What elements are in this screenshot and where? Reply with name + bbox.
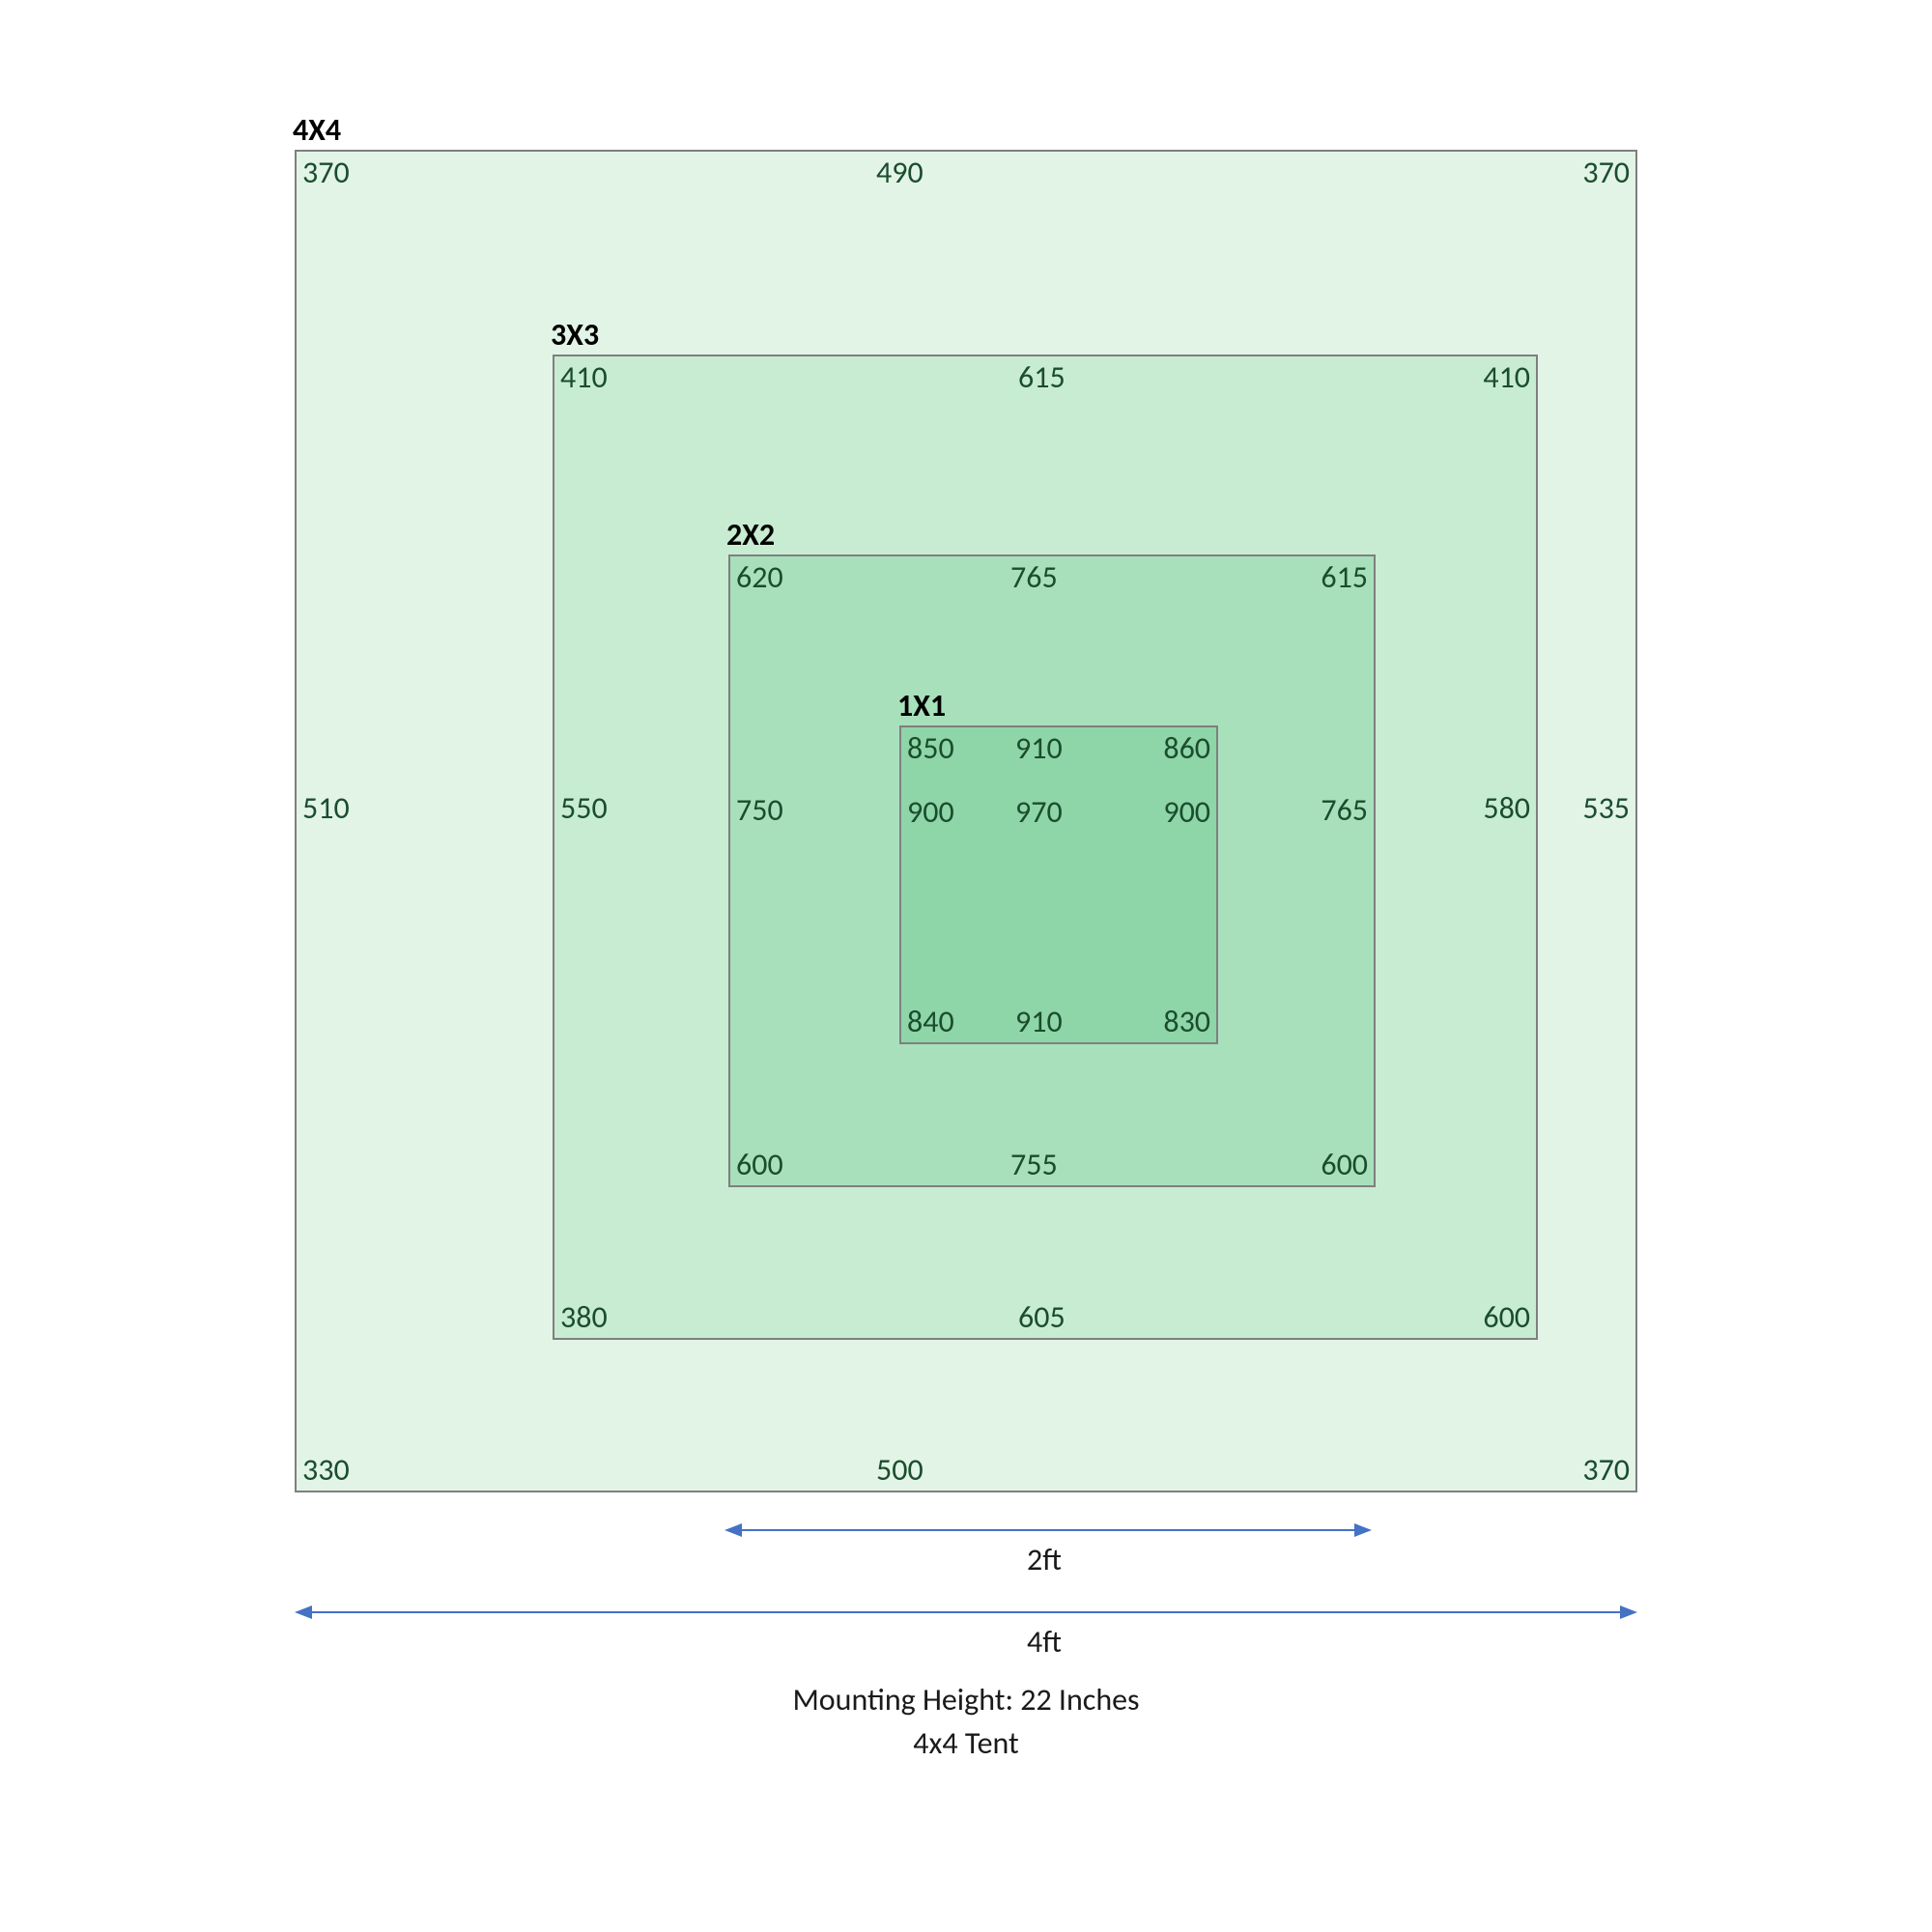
val-4x4-bc: 500 bbox=[876, 1451, 923, 1489]
val-2x2-bl: 600 bbox=[736, 1146, 783, 1183]
arrow-4ft-right-head bbox=[1620, 1605, 1637, 1619]
square-2x2: 620 765 615 750 765 600 755 600 1X1 850 … bbox=[728, 554, 1376, 1187]
val-2x2-bc: 755 bbox=[1010, 1146, 1058, 1183]
val-2x2-tc: 765 bbox=[1010, 558, 1058, 596]
val-1x1-tc: 910 bbox=[1015, 729, 1063, 767]
val-1x1-br: 830 bbox=[1163, 1003, 1210, 1040]
val-4x4-tc: 490 bbox=[876, 154, 923, 191]
arrow-4ft-left-head bbox=[295, 1605, 312, 1619]
val-2x2-tl: 620 bbox=[736, 558, 783, 596]
arrow-2ft-line bbox=[742, 1529, 1354, 1531]
val-1x1-mc: 970 bbox=[1015, 793, 1063, 831]
caption-mounting-height: Mounting Height: 22 Inches bbox=[295, 1681, 1637, 1719]
val-3x3-ml: 550 bbox=[560, 789, 608, 827]
val-1x1-bl: 840 bbox=[907, 1003, 954, 1040]
val-1x1-ml: 900 bbox=[907, 793, 954, 831]
val-2x2-ml: 750 bbox=[736, 791, 783, 829]
coverage-diagram: 4X4 370 490 370 510 535 330 500 370 3X3 … bbox=[295, 150, 1637, 1782]
val-1x1-tr: 860 bbox=[1163, 729, 1210, 767]
val-3x3-mr: 580 bbox=[1483, 789, 1530, 827]
val-3x3-tl: 410 bbox=[560, 358, 608, 396]
val-4x4-br: 370 bbox=[1582, 1451, 1630, 1489]
dimension-2ft: 2ft bbox=[1027, 1541, 1062, 1578]
label-2x2: 2X2 bbox=[726, 516, 775, 554]
dimension-4ft: 4ft bbox=[1027, 1623, 1062, 1661]
label-4x4: 4X4 bbox=[293, 111, 341, 149]
val-4x4-ml: 510 bbox=[302, 789, 350, 827]
val-2x2-br: 600 bbox=[1321, 1146, 1368, 1183]
val-1x1-bc: 910 bbox=[1015, 1003, 1063, 1040]
val-3x3-bl: 380 bbox=[560, 1298, 608, 1336]
label-1x1: 1X1 bbox=[897, 687, 946, 724]
val-2x2-tr: 615 bbox=[1321, 558, 1368, 596]
arrow-2ft-left-head bbox=[724, 1523, 742, 1537]
square-3x3: 410 615 410 550 580 380 605 600 2X2 620 … bbox=[553, 355, 1538, 1340]
val-2x2-mr: 765 bbox=[1321, 791, 1368, 829]
square-1x1: 850 910 860 900 970 900 840 910 830 bbox=[899, 725, 1218, 1044]
val-3x3-tc: 615 bbox=[1018, 358, 1065, 396]
square-4x4: 370 490 370 510 535 330 500 370 3X3 410 … bbox=[295, 150, 1637, 1492]
val-3x3-br: 600 bbox=[1483, 1298, 1530, 1336]
val-4x4-tr: 370 bbox=[1582, 154, 1630, 191]
caption-tent-size: 4x4 Tent bbox=[295, 1724, 1637, 1762]
val-1x1-mr: 900 bbox=[1163, 793, 1210, 831]
val-1x1-tl: 850 bbox=[907, 729, 954, 767]
val-4x4-tl: 370 bbox=[302, 154, 350, 191]
val-3x3-bc: 605 bbox=[1018, 1298, 1065, 1336]
val-4x4-bl: 330 bbox=[302, 1451, 350, 1489]
val-3x3-tr: 410 bbox=[1483, 358, 1530, 396]
arrow-2ft-right-head bbox=[1354, 1523, 1372, 1537]
arrow-4ft-line bbox=[312, 1611, 1620, 1613]
val-4x4-mr: 535 bbox=[1582, 789, 1630, 827]
label-3x3: 3X3 bbox=[551, 316, 599, 354]
